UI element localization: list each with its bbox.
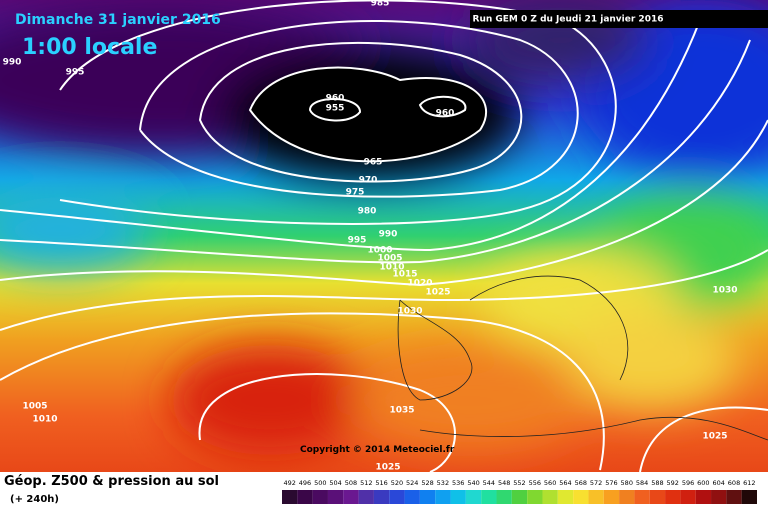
color-legend: 492 496 500 504 508 512 516 520 524 528 532 536 540 5… bbox=[282, 479, 757, 504]
legend-tick-label: 584 bbox=[636, 479, 648, 487]
legend-swatch bbox=[542, 490, 558, 504]
isobar-label: 990 bbox=[3, 58, 22, 68]
legend-tick-label: 580 bbox=[621, 479, 633, 487]
legend-tick-label: 552 bbox=[513, 479, 525, 487]
legend-swatch bbox=[665, 490, 681, 504]
legend-tick-label: 564 bbox=[559, 479, 571, 487]
isobar-label: 975 bbox=[346, 188, 365, 198]
legend-tick-label: 540 bbox=[467, 479, 479, 487]
legend-tick-label: 556 bbox=[529, 479, 541, 487]
legend-swatch bbox=[327, 490, 344, 504]
legend-swatch bbox=[358, 490, 374, 504]
legend-swatch bbox=[343, 490, 359, 504]
isobar-label: 1010 bbox=[32, 415, 57, 425]
legend-tick-label: 588 bbox=[651, 479, 663, 487]
legend-tick-label: 548 bbox=[498, 479, 510, 487]
run-info: Run GEM 0 Z du Jeudi 21 janvier 2016 bbox=[473, 15, 664, 25]
legend-swatch bbox=[373, 490, 390, 504]
isobar-label: 1015 bbox=[392, 270, 417, 280]
forecast-time: 1:00 locale bbox=[22, 35, 157, 60]
legend-tick-label: 528 bbox=[421, 479, 433, 487]
legend-swatch bbox=[389, 490, 405, 504]
legend-tick-label: 500 bbox=[314, 479, 326, 487]
legend-tick-label: 596 bbox=[682, 479, 694, 487]
legend-swatch bbox=[557, 490, 574, 504]
legend-tick-label: 544 bbox=[483, 479, 495, 487]
legend-tick-label: 504 bbox=[329, 479, 341, 487]
isobar-label: 970 bbox=[359, 176, 378, 186]
legend-swatch bbox=[481, 490, 497, 504]
legend-tick-label: 592 bbox=[667, 479, 679, 487]
isobar-label: 980 bbox=[358, 207, 377, 217]
legend-tick-label: 512 bbox=[360, 479, 372, 487]
legend-tick-label: 600 bbox=[697, 479, 709, 487]
legend-swatch bbox=[741, 490, 757, 504]
isobar-label: 1025 bbox=[702, 432, 727, 442]
legend-swatch bbox=[404, 490, 420, 504]
isobar-label: 1005 bbox=[22, 402, 47, 412]
legend-swatch bbox=[726, 490, 742, 504]
isobar-label: 990 bbox=[379, 230, 398, 240]
legend-tick-label: 520 bbox=[391, 479, 403, 487]
isobar-label: 955 bbox=[326, 104, 345, 114]
legend-tick-label: 536 bbox=[452, 479, 464, 487]
legend-tick-label: 572 bbox=[590, 479, 602, 487]
legend-swatch bbox=[695, 490, 712, 504]
legend-swatch bbox=[711, 490, 727, 504]
isobar-label: 965 bbox=[364, 158, 383, 168]
isobar-label: 1005 bbox=[377, 254, 402, 264]
legend-swatch bbox=[680, 490, 696, 504]
legend-swatch bbox=[465, 490, 482, 504]
legend-tick-label: 612 bbox=[743, 479, 755, 487]
legend-tick-label: 532 bbox=[437, 479, 449, 487]
isobar-label: 1025 bbox=[375, 463, 400, 473]
legend-swatch bbox=[496, 490, 512, 504]
coastlines bbox=[397, 275, 768, 441]
legend-swatch bbox=[619, 490, 635, 504]
legend-swatch bbox=[588, 490, 604, 504]
isobar-label: 995 bbox=[348, 236, 367, 246]
legend-swatch bbox=[419, 490, 436, 504]
legend-swatch bbox=[649, 490, 666, 504]
legend-swatch bbox=[603, 490, 620, 504]
legend-tick-label: 492 bbox=[283, 479, 295, 487]
isobar-label: 1010 bbox=[379, 263, 404, 273]
copyright: Copyright © 2014 Meteociel.fr bbox=[300, 445, 455, 455]
legend-swatch bbox=[282, 490, 298, 504]
legend-swatch bbox=[511, 490, 528, 504]
legend-tick-label: 496 bbox=[299, 479, 311, 487]
isobar-label: 1035 bbox=[389, 406, 414, 416]
legend-swatch bbox=[527, 490, 543, 504]
legend-swatch bbox=[435, 490, 451, 504]
isobar-label: 985 bbox=[371, 0, 390, 9]
legend-tick-label: 524 bbox=[406, 479, 418, 487]
isobar-label: 960 bbox=[326, 94, 345, 104]
legend-tick-label: 508 bbox=[345, 479, 357, 487]
legend-swatch bbox=[450, 490, 466, 504]
isobar-label: 1000 bbox=[367, 246, 392, 256]
legend-swatch bbox=[634, 490, 650, 504]
legend-tick-label: 568 bbox=[575, 479, 587, 487]
isobar-label: 1020 bbox=[407, 279, 432, 289]
legend-tick-label: 604 bbox=[712, 479, 724, 487]
legend-swatch bbox=[312, 490, 328, 504]
forecast-date: Dimanche 31 janvier 2016 bbox=[15, 12, 221, 28]
isobars bbox=[250, 67, 486, 162]
footer-title: Géop. Z500 & pression au sol bbox=[4, 474, 219, 489]
legend-swatch bbox=[573, 490, 589, 504]
legend-tick-label: 516 bbox=[375, 479, 387, 487]
legend-tick-label: 576 bbox=[605, 479, 617, 487]
legend-tick-label: 560 bbox=[544, 479, 556, 487]
isobar-label: 1030 bbox=[397, 307, 422, 317]
isobar-label: 1030 bbox=[712, 286, 737, 296]
footer-subtitle: (+ 240h) bbox=[10, 494, 59, 505]
legend-tick-label: 608 bbox=[728, 479, 740, 487]
isobar-label: 995 bbox=[66, 68, 85, 78]
legend-swatch bbox=[297, 490, 313, 504]
isobar-label: 1025 bbox=[425, 288, 450, 298]
isobar-label: 960 bbox=[436, 109, 455, 119]
